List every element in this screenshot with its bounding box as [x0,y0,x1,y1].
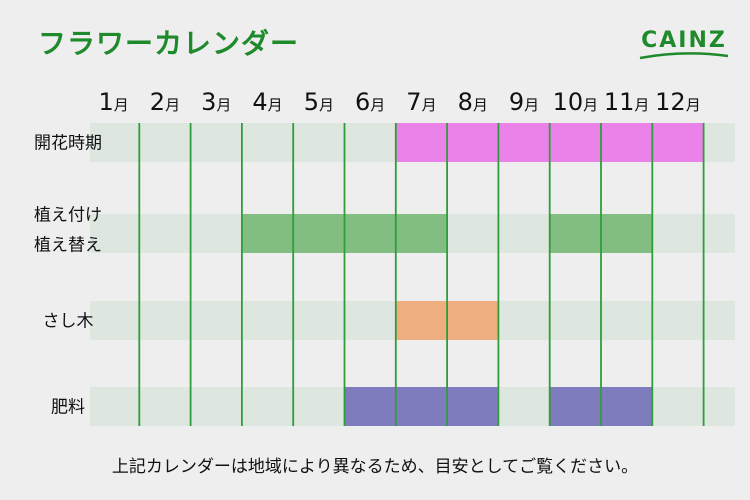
month-label: 5月 [304,88,334,116]
period-bar [344,387,499,426]
month-label: 8月 [458,88,488,116]
month-label: 4月 [252,88,282,116]
month-label: 12月 [655,88,701,116]
row-label: 植え付け [34,206,102,226]
month-label: 6月 [355,88,385,116]
month-label: 11月 [604,88,650,116]
row-label: 植え替え [34,236,102,256]
cainz-logo: CAINZ [638,28,730,68]
month-label: 10月 [553,88,599,116]
month-label: 7月 [406,88,436,116]
month-label: 3月 [201,88,231,116]
chart-title: フラワーカレンダー [38,27,300,60]
month-label: 1月 [99,88,129,116]
footnote: 上記カレンダーは地域により異なるため、目安としてご覧ください。 [111,457,639,477]
logo-swoosh-icon [639,52,729,60]
flower-calendar-chart: 1月 2月 3月 4月 5月 6月 7月 8月 9月 10月 11月 12月開花時期植え付け植え替えさ… [34,88,735,426]
logo-text: CAINZ [641,28,727,53]
month-label: 2月 [150,88,180,116]
row-label: 開花時期 [34,134,102,154]
row-label: さし木 [43,312,94,332]
month-label: 9月 [509,88,539,116]
row-label: 肥料 [51,398,85,418]
